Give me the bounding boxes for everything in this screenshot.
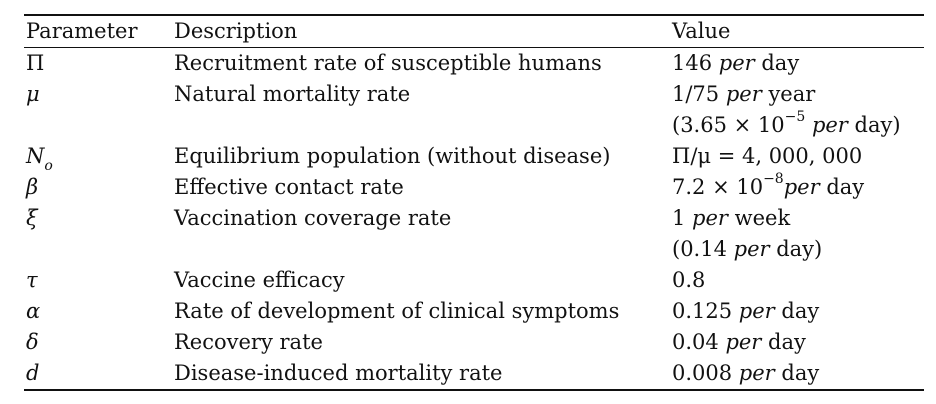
table-row: μ Natural mortality rate 1/75 per year xyxy=(24,79,924,110)
description-cell: Disease-induced mortality rate xyxy=(174,361,503,385)
header-description: Description xyxy=(174,19,298,43)
param-cell: ξ xyxy=(26,206,38,230)
description-cell: Effective contact rate xyxy=(174,175,404,199)
header-rule xyxy=(24,47,924,48)
param-cell: τ xyxy=(26,268,38,292)
param-cell: d xyxy=(26,361,40,385)
table-row: No Equilibrium population (without disea… xyxy=(24,141,924,175)
description-cell: Rate of development of clinical symptoms xyxy=(174,299,620,323)
value-cell: 0.04 per day xyxy=(672,330,806,354)
value-cell: 0.125 per day xyxy=(672,299,820,323)
table-row: τ Vaccine efficacy 0.8 xyxy=(24,265,924,296)
value-cell: 0.8 xyxy=(672,268,706,292)
description-cell: Equilibrium population (without disease) xyxy=(174,144,611,168)
header-row: Parameter Description Value xyxy=(24,16,924,47)
param-cell: μ xyxy=(26,82,40,106)
table-row: ξ Vaccination coverage rate 1 per week xyxy=(24,203,924,234)
param-cell: No xyxy=(26,144,53,175)
value-cell: (0.14 per day) xyxy=(672,237,823,261)
parameter-table: Parameter Description Value Π Recruitmen… xyxy=(24,14,924,391)
description-cell: Recruitment rate of susceptible humans xyxy=(174,51,602,75)
table-row: β Effective contact rate 7.2 × 10−8per d… xyxy=(24,172,924,203)
value-cell: Π/μ = 4, 000, 000 xyxy=(672,144,863,168)
param-cell: α xyxy=(26,299,41,323)
bottom-rule xyxy=(24,389,924,391)
value-cell: 146 per day xyxy=(672,51,800,75)
description-cell: Natural mortality rate xyxy=(174,82,411,106)
param-cell: β xyxy=(26,175,39,199)
value-cell: 1 per week xyxy=(672,206,791,230)
table-row: d Disease-induced mortality rate 0.008 p… xyxy=(24,358,924,389)
header-value: Value xyxy=(672,19,731,43)
description-cell: Recovery rate xyxy=(174,330,323,354)
param-cell: δ xyxy=(26,330,39,354)
table-row: α Rate of development of clinical sympto… xyxy=(24,296,924,327)
table-row: Π Recruitment rate of susceptible humans… xyxy=(24,48,924,79)
header-parameter: Parameter xyxy=(26,19,138,43)
value-cell: (3.65 × 10−5 per day) xyxy=(672,109,901,137)
description-cell: Vaccination coverage rate xyxy=(174,206,452,230)
table-row-continuation: (3.65 × 10−5 per day) xyxy=(24,110,924,141)
param-cell: Π xyxy=(26,51,45,75)
top-rule xyxy=(24,14,924,16)
table-row: δ Recovery rate 0.04 per day xyxy=(24,327,924,358)
table-row-continuation: (0.14 per day) xyxy=(24,234,924,265)
value-cell: 0.008 per day xyxy=(672,361,820,385)
value-cell: 1/75 per year xyxy=(672,82,816,106)
description-cell: Vaccine efficacy xyxy=(174,268,345,292)
value-cell: 7.2 × 10−8per day xyxy=(672,171,865,199)
